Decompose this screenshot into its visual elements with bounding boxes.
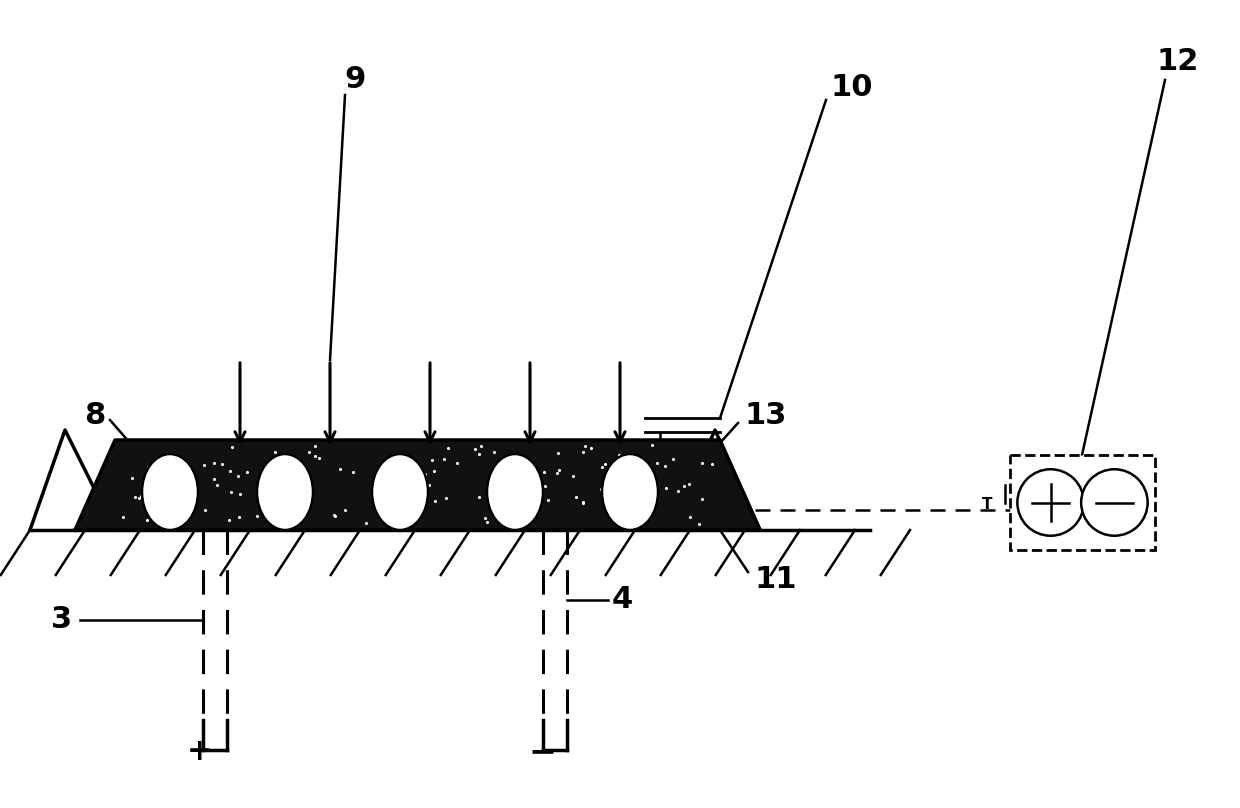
Ellipse shape: [487, 454, 543, 530]
Text: T: T: [982, 497, 992, 512]
Ellipse shape: [372, 454, 428, 530]
Text: 8: 8: [84, 401, 105, 430]
Text: 10: 10: [830, 74, 873, 103]
Text: −: −: [528, 735, 556, 768]
Text: 9: 9: [345, 65, 366, 95]
Ellipse shape: [601, 454, 658, 530]
Text: 4: 4: [613, 586, 634, 615]
Text: +: +: [187, 738, 213, 767]
Text: 13: 13: [745, 401, 787, 430]
Ellipse shape: [143, 454, 198, 530]
Text: 11: 11: [755, 566, 797, 595]
Polygon shape: [74, 440, 760, 530]
Bar: [1011, 455, 1154, 550]
Ellipse shape: [257, 454, 312, 530]
Text: 3: 3: [51, 605, 73, 634]
Circle shape: [1081, 469, 1148, 536]
Text: 12: 12: [1157, 48, 1199, 77]
Circle shape: [1017, 469, 1084, 536]
